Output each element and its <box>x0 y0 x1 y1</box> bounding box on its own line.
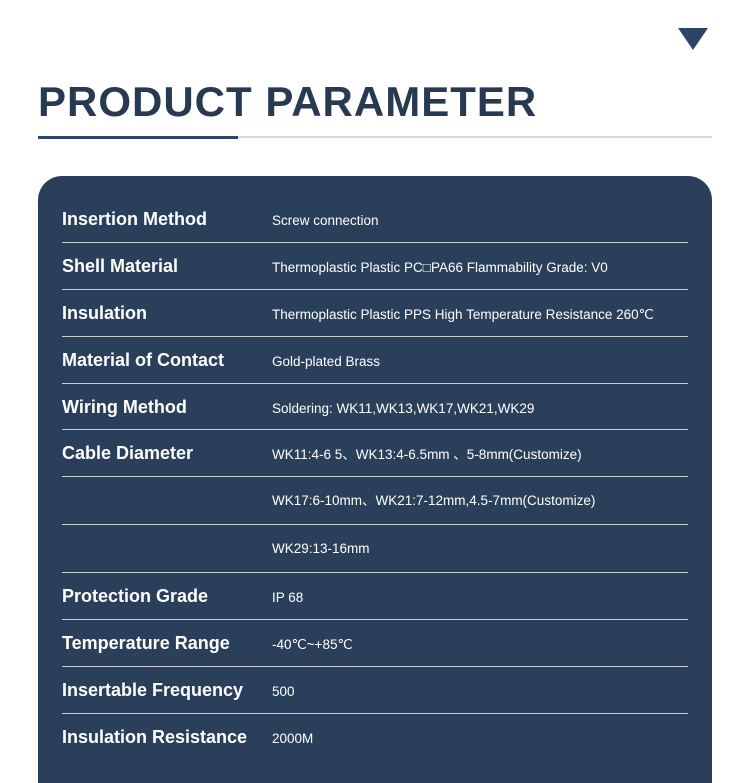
page-title: PRODUCT PARAMETER <box>38 78 712 136</box>
param-value: 500 <box>272 683 295 702</box>
param-value: Soldering: WK11,WK13,WK17,WK21,WK29 <box>272 400 534 419</box>
param-row-protection-grade: Protection Grade IP 68 <box>62 573 688 620</box>
param-value: 2000M <box>272 730 313 749</box>
param-row-insulation: Insulation Thermoplastic Plastic PPS Hig… <box>62 290 688 337</box>
param-row-cable-diameter: Cable Diameter WK11:4-6 5、WK13:4-6.5mm 、… <box>62 430 688 477</box>
param-row-insertion-method: Insertion Method Screw connection <box>62 196 688 243</box>
param-row-wiring-method: Wiring Method Soldering: WK11,WK13,WK17,… <box>62 384 688 431</box>
param-row-temperature-range: Temperature Range -40℃~+85℃ <box>62 620 688 667</box>
param-row-material-of-contact: Material of Contact Gold-plated Brass <box>62 337 688 384</box>
title-block: PRODUCT PARAMETER <box>38 78 712 138</box>
param-row-shell-material: Shell Material Thermoplastic Plastic PC□… <box>62 243 688 290</box>
title-underline <box>38 136 712 138</box>
param-row-cable-diameter-line2: WK17:6-10mm、WK21:7-12mm,4.5-7mm(Customiz… <box>62 477 688 525</box>
param-label: Protection Grade <box>62 586 272 607</box>
param-label: Insulation <box>62 303 272 324</box>
param-row-insertable-frequency: Insertable Frequency 500 <box>62 667 688 714</box>
param-value: Thermoplastic Plastic PPS High Temperatu… <box>272 306 654 325</box>
param-row-cable-diameter-line3: WK29:13-16mm <box>62 525 688 573</box>
triangle-accent-icon <box>678 28 708 50</box>
param-value: Screw connection <box>272 212 379 231</box>
title-underline-accent <box>38 136 238 139</box>
param-label: Insertable Frequency <box>62 680 272 701</box>
param-label: Temperature Range <box>62 633 272 654</box>
param-value: WK11:4-6 5、WK13:4-6.5mm 、5-8mm(Customize… <box>272 446 582 465</box>
parameter-card: Insertion Method Screw connection Shell … <box>38 176 712 783</box>
param-value: Gold-plated Brass <box>272 353 380 372</box>
param-label: Material of Contact <box>62 350 272 371</box>
param-label: Insertion Method <box>62 209 272 230</box>
param-label: Insulation Resistance <box>62 727 272 748</box>
param-row-insulation-resistance: Insulation Resistance 2000M <box>62 714 688 760</box>
param-value: WK29:13-16mm <box>272 540 688 559</box>
param-label: Wiring Method <box>62 397 272 418</box>
param-label: Shell Material <box>62 256 272 277</box>
param-value: WK17:6-10mm、WK21:7-12mm,4.5-7mm(Customiz… <box>272 492 688 511</box>
param-label: Cable Diameter <box>62 443 272 464</box>
param-value: -40℃~+85℃ <box>272 636 353 655</box>
param-value: Thermoplastic Plastic PC□PA66 Flammabili… <box>272 259 608 278</box>
param-value: IP 68 <box>272 589 303 608</box>
